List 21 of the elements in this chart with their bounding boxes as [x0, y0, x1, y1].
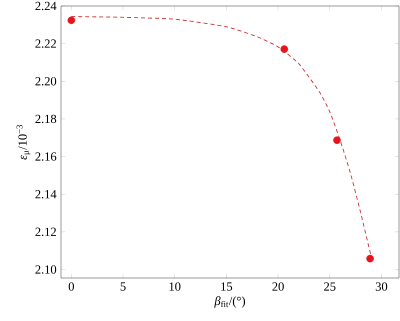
y-axis-title: ε$_{μ}$/10$^{−3}$	[16, 124, 30, 160]
x-tick-label: 5	[120, 282, 126, 291]
x-tick-label: 30	[376, 282, 388, 291]
point	[68, 16, 76, 24]
y-tick-label: 2.12	[35, 228, 56, 236]
y-tick-label: 2.24	[35, 2, 56, 10]
y-tick-label: 2.14	[35, 190, 56, 198]
point	[366, 254, 374, 262]
x-tick-label: 25	[324, 282, 336, 291]
x-tick-label: 10	[170, 282, 180, 291]
y-tick-label: 2.16	[35, 152, 56, 161]
x-tick-label: 20	[272, 282, 284, 291]
point	[333, 136, 341, 144]
x-tick-label: 0	[68, 282, 74, 291]
x-tick-label: 15	[221, 282, 232, 291]
y-tick-label: 2.18	[35, 114, 56, 124]
y-tick-label: 2.20	[35, 77, 56, 86]
point	[280, 45, 288, 53]
y-tick-label: 2.10	[35, 265, 56, 274]
y-tick-label: 2.22	[35, 39, 56, 48]
x-axis-title: β$_{fit}$/(°)	[214, 296, 246, 308]
